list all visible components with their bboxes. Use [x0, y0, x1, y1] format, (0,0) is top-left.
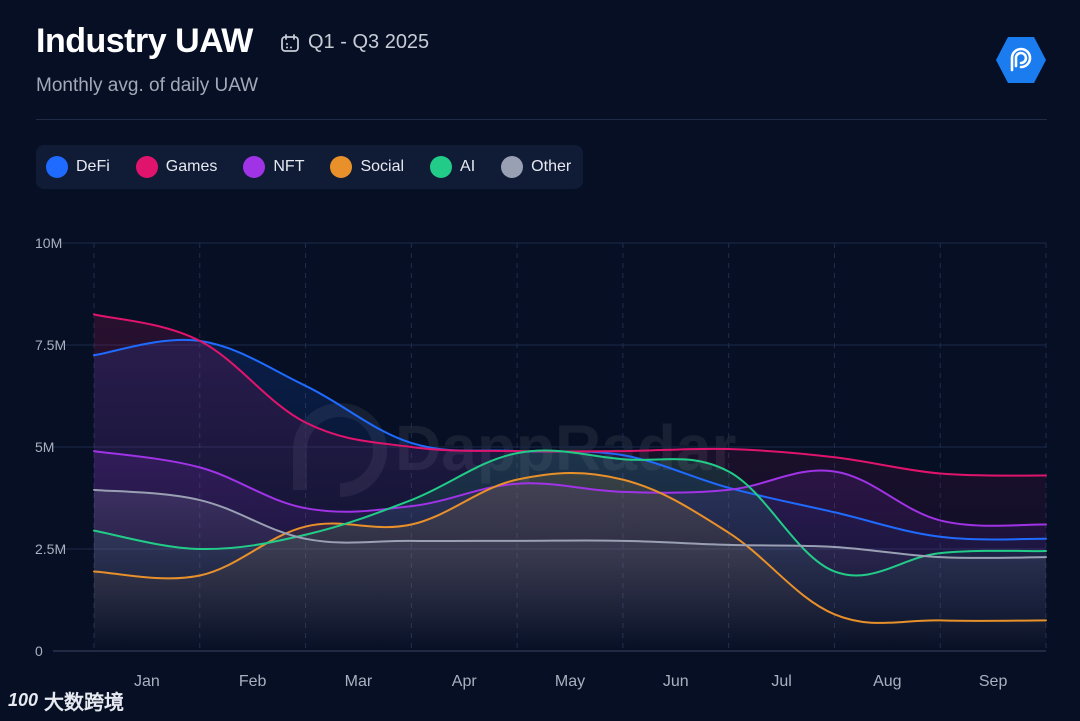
legend-label: AI — [460, 158, 476, 175]
series-line-ai — [93, 449, 1047, 577]
x-tick-label: Mar — [345, 673, 373, 690]
legend-swatch — [46, 156, 68, 178]
legend-item-social[interactable]: Social — [330, 156, 404, 178]
chart-legend: DeFi Games NFT Social AI Other — [36, 145, 584, 189]
y-tick-label: 7.5M — [35, 337, 66, 353]
legend-label: NFT — [273, 158, 305, 175]
brand-mark: 100 — [8, 690, 39, 710]
series-line-nft — [93, 450, 1047, 527]
legend-label: Games — [165, 158, 218, 175]
legend-item-other[interactable]: Other — [501, 156, 571, 178]
chart-title: Industry UAW — [36, 22, 253, 60]
legend-item-ai[interactable]: AI — [430, 156, 475, 178]
period-selector[interactable]: Q1 - Q3 2025 — [280, 31, 429, 54]
legend-label: Social — [360, 158, 405, 175]
legend-swatch — [330, 156, 353, 178]
series-line-social — [93, 472, 1047, 624]
dappradar-logo-icon[interactable] — [996, 36, 1046, 84]
period-label: Q1 - Q3 2025 — [308, 31, 430, 53]
legend-item-defi[interactable]: DeFi — [46, 156, 110, 178]
y-tick-label: 5M — [35, 439, 54, 455]
y-tick-label: 0 — [35, 643, 43, 659]
x-tick-label: Jan — [134, 673, 160, 690]
x-tick-label: Jun — [663, 673, 689, 690]
series-area-other — [94, 489, 1046, 651]
x-tick-label: Sep — [979, 673, 1008, 690]
calendar-icon — [281, 33, 299, 52]
legend-item-games[interactable]: Games — [135, 156, 218, 178]
legend-swatch — [135, 156, 158, 178]
legend-label: DeFi — [76, 158, 110, 175]
series-line-other — [93, 488, 1047, 559]
x-tick-label: Aug — [873, 673, 901, 690]
x-tick-label: Apr — [452, 673, 478, 690]
x-tick-label: Jul — [771, 673, 791, 690]
legend-label: Other — [531, 158, 572, 175]
y-tick-label: 2.5M — [35, 541, 66, 557]
legend-item-nft[interactable]: NFT — [243, 156, 304, 178]
x-tick-label: May — [555, 673, 585, 690]
footer-brand: 100 大数跨境 — [8, 686, 124, 715]
legend-swatch — [243, 156, 266, 178]
legend-swatch — [501, 156, 524, 178]
brand-text: 大数跨境 — [44, 692, 125, 714]
legend-swatch — [430, 156, 453, 178]
chart-subtitle: Monthly avg. of daily UAW — [36, 75, 259, 96]
y-tick-label: 10M — [35, 235, 62, 251]
header-divider — [36, 119, 1047, 120]
x-tick-label: Feb — [239, 673, 267, 690]
